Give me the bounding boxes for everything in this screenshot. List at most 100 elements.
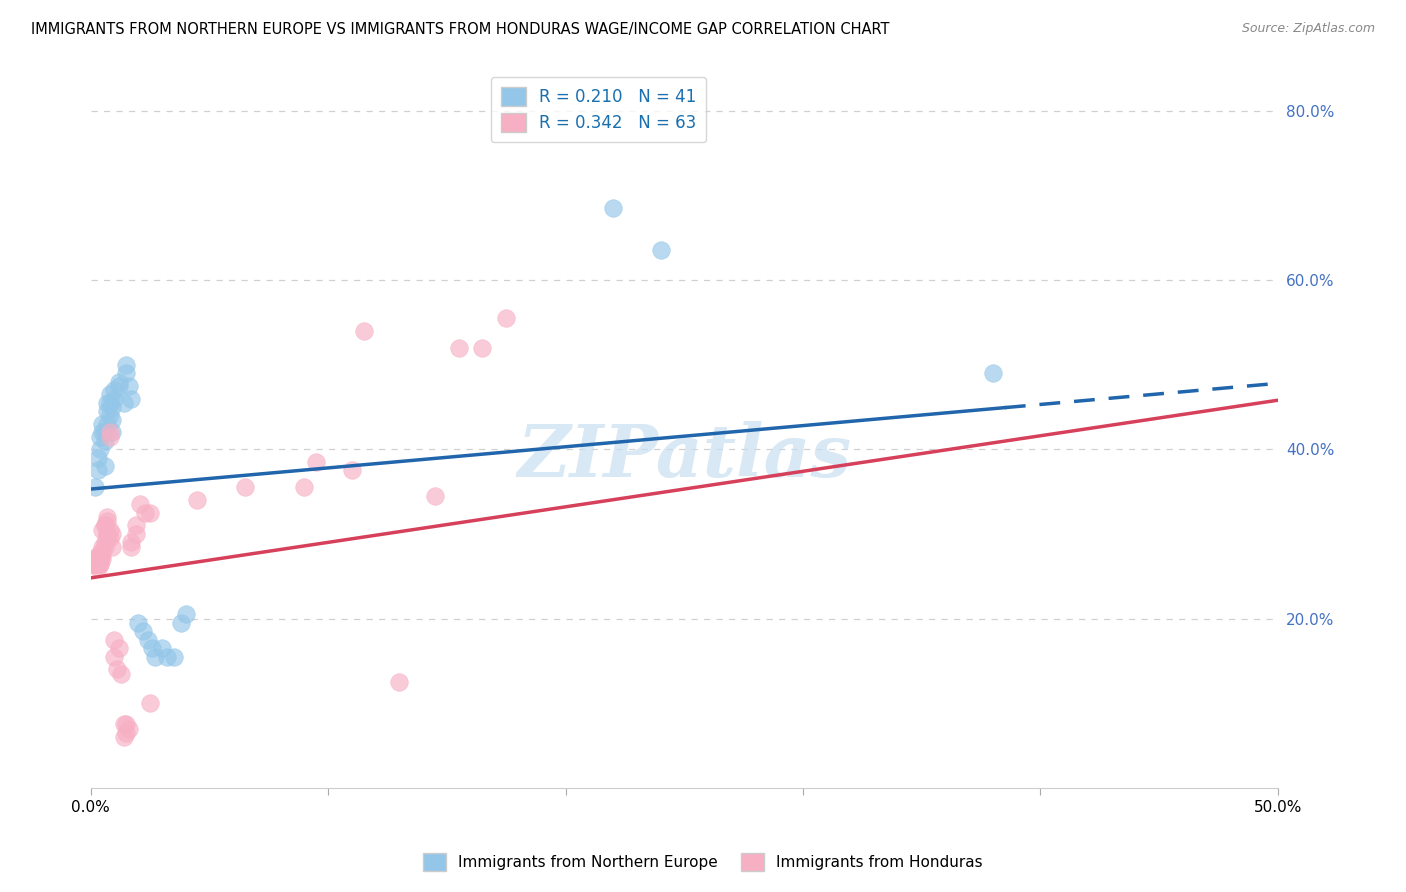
Point: [89, 442, 111, 457]
Point: [602, 201, 624, 215]
Point: [136, 632, 159, 647]
Point: [115, 366, 138, 380]
Point: [120, 535, 142, 549]
Point: [981, 366, 1004, 380]
Text: Source: ZipAtlas.com: Source: ZipAtlas.com: [1241, 22, 1375, 36]
Point: [340, 463, 363, 477]
Point: [94, 434, 117, 448]
Point: [125, 518, 148, 533]
Point: [84, 552, 107, 566]
Point: [91, 523, 114, 537]
Point: [89, 552, 111, 566]
Point: [94, 535, 117, 549]
Point: [115, 725, 138, 739]
Point: [87, 450, 110, 465]
Point: [495, 311, 517, 326]
Point: [91, 544, 114, 558]
Point: [186, 493, 208, 508]
Text: ZIPatlas: ZIPatlas: [517, 421, 852, 492]
Point: [91, 540, 114, 554]
Point: [134, 506, 156, 520]
Point: [94, 540, 117, 554]
Point: [98, 425, 121, 440]
Point: [96, 404, 118, 418]
Point: [94, 425, 117, 440]
Point: [120, 540, 142, 554]
Point: [87, 463, 110, 477]
Point: [139, 696, 162, 710]
Point: [108, 379, 131, 393]
Point: [101, 425, 124, 440]
Point: [84, 557, 107, 571]
Point: [150, 641, 173, 656]
Point: [98, 523, 121, 537]
Point: [115, 717, 138, 731]
Point: [170, 615, 193, 630]
Point: [84, 557, 107, 571]
Point: [233, 480, 256, 494]
Point: [84, 480, 107, 494]
Point: [103, 632, 125, 647]
Point: [110, 666, 132, 681]
Point: [96, 531, 118, 545]
Point: [94, 518, 117, 533]
Point: [96, 527, 118, 541]
Point: [101, 540, 124, 554]
Point: [163, 649, 186, 664]
Point: [141, 641, 163, 656]
Point: [139, 506, 162, 520]
Point: [112, 730, 135, 744]
Point: [94, 459, 117, 474]
Point: [471, 341, 494, 355]
Point: [96, 514, 118, 528]
Point: [98, 387, 121, 401]
Point: [101, 527, 124, 541]
Text: IMMIGRANTS FROM NORTHERN EUROPE VS IMMIGRANTS FROM HONDURAS WAGE/INCOME GAP CORR: IMMIGRANTS FROM NORTHERN EUROPE VS IMMIG…: [31, 22, 890, 37]
Point: [125, 527, 148, 541]
Point: [98, 429, 121, 443]
Point: [650, 244, 672, 258]
Point: [89, 557, 111, 571]
Point: [292, 480, 315, 494]
Point: [155, 649, 177, 664]
Point: [89, 429, 111, 443]
Point: [129, 497, 152, 511]
Point: [87, 557, 110, 571]
Point: [305, 455, 328, 469]
Point: [87, 552, 110, 566]
Point: [447, 341, 470, 355]
Point: [127, 615, 149, 630]
Point: [388, 675, 411, 690]
Point: [101, 412, 124, 426]
Point: [105, 662, 128, 676]
Legend: Immigrants from Northern Europe, Immigrants from Honduras: Immigrants from Northern Europe, Immigra…: [418, 847, 988, 877]
Point: [96, 510, 118, 524]
Point: [174, 607, 197, 622]
Point: [103, 392, 125, 406]
Point: [423, 489, 446, 503]
Point: [91, 552, 114, 566]
Point: [112, 717, 135, 731]
Point: [117, 379, 139, 393]
Point: [132, 624, 155, 639]
Point: [89, 557, 111, 571]
Point: [91, 425, 114, 440]
Point: [353, 324, 375, 338]
Point: [120, 392, 142, 406]
Point: [94, 518, 117, 533]
Point: [115, 358, 138, 372]
Point: [98, 409, 121, 423]
Point: [112, 396, 135, 410]
Point: [103, 649, 125, 664]
Point: [108, 641, 131, 656]
Point: [101, 400, 124, 414]
Point: [82, 557, 104, 571]
Point: [96, 417, 118, 431]
Point: [91, 417, 114, 431]
Point: [117, 722, 139, 736]
Point: [96, 396, 118, 410]
Legend: R = 0.210   N = 41, R = 0.342   N = 63: R = 0.210 N = 41, R = 0.342 N = 63: [491, 77, 706, 142]
Point: [82, 552, 104, 566]
Point: [143, 649, 166, 664]
Point: [108, 375, 131, 389]
